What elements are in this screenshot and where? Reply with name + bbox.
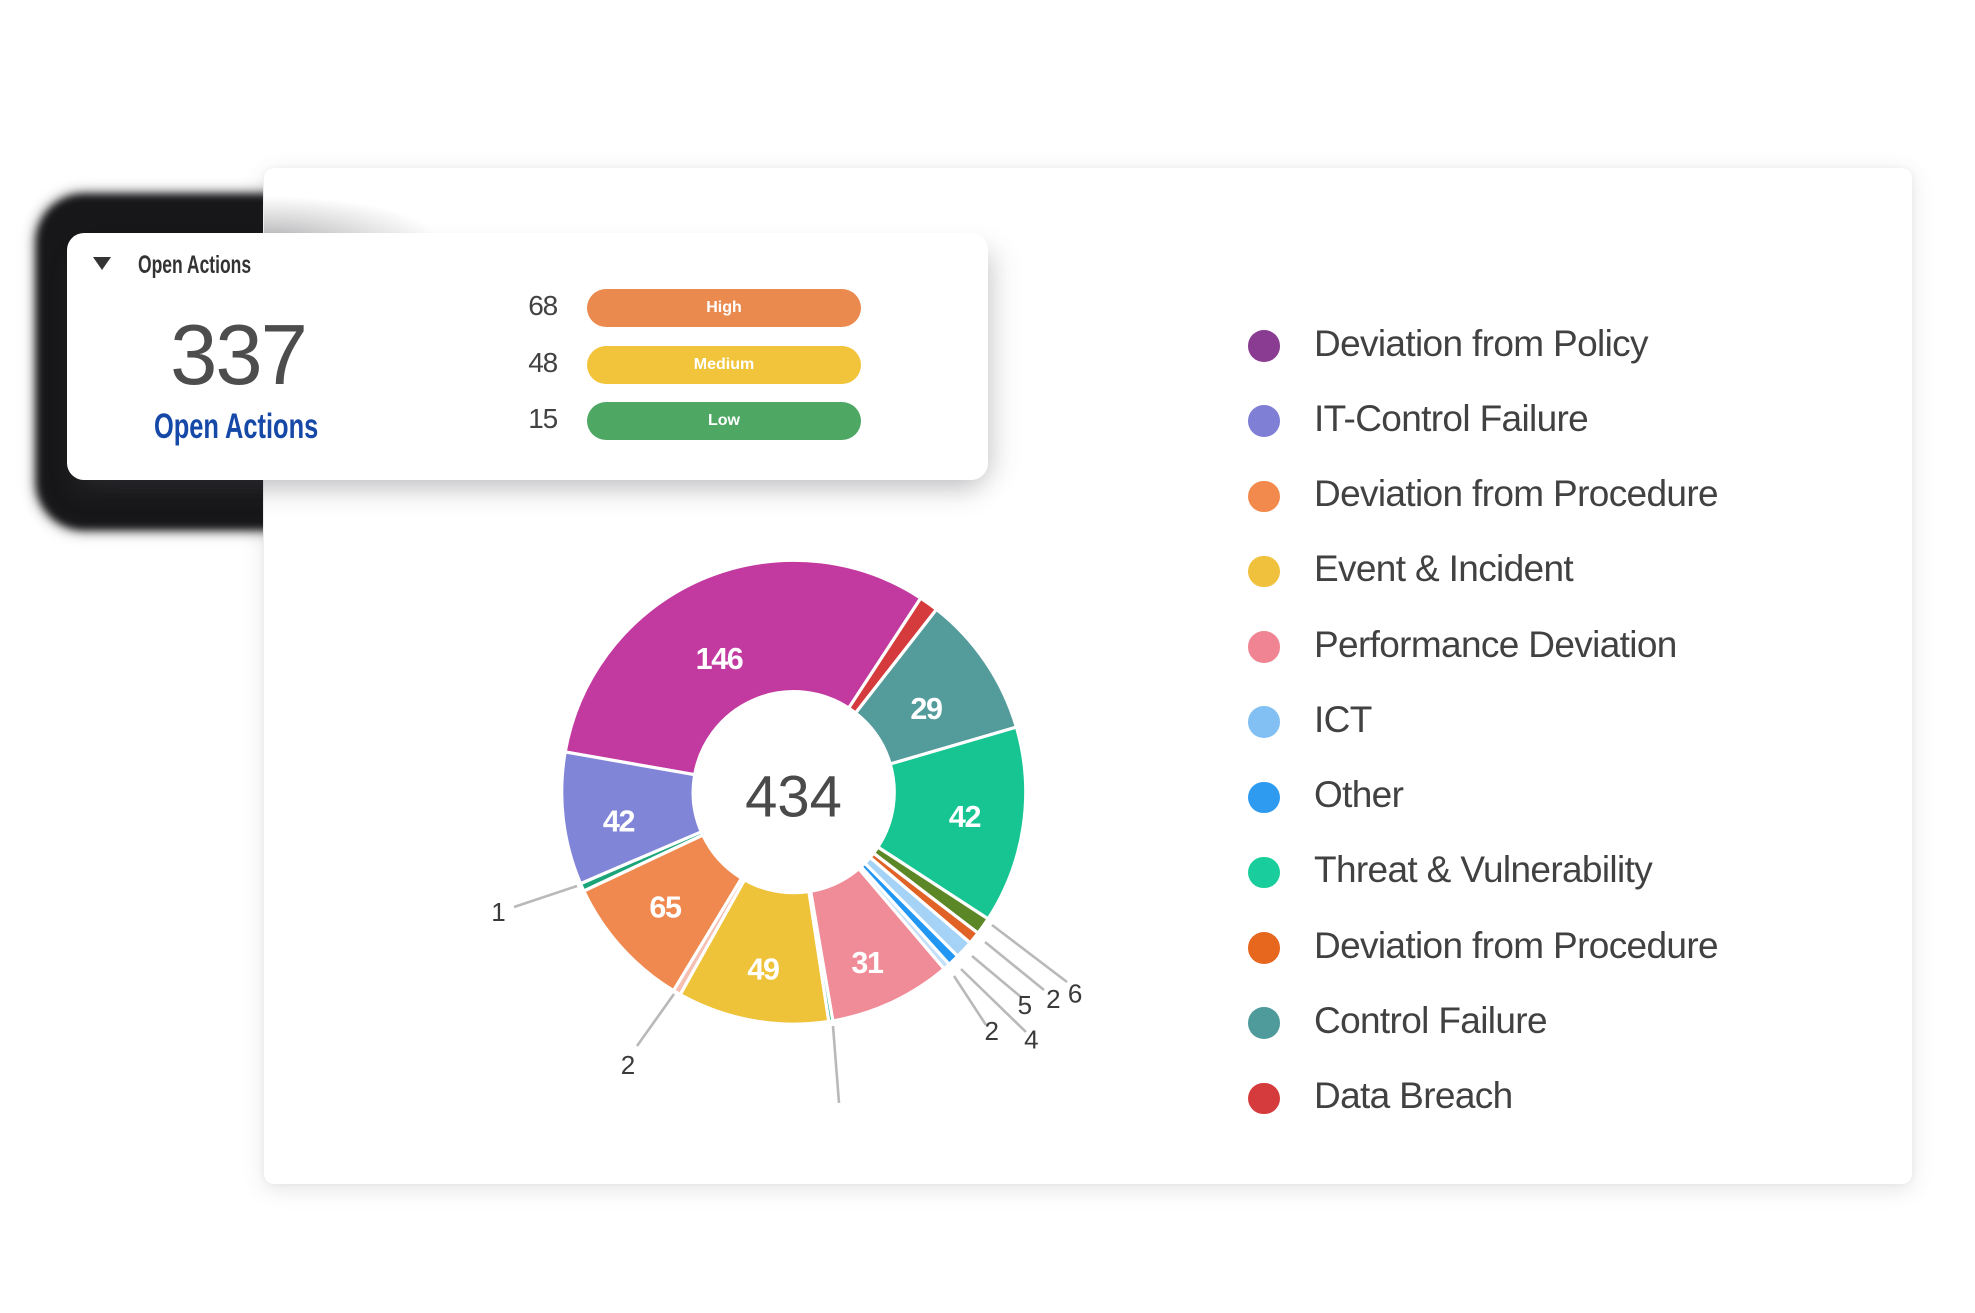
svg-text:146: 146: [696, 642, 743, 676]
svg-text:2: 2: [1046, 984, 1060, 1014]
svg-text:2: 2: [984, 1016, 998, 1046]
svg-text:5: 5: [1018, 990, 1032, 1020]
svg-text:29: 29: [910, 692, 942, 726]
svg-text:2: 2: [621, 1050, 635, 1080]
svg-text:42: 42: [949, 800, 981, 834]
svg-text:49: 49: [747, 953, 779, 987]
svg-text:434: 434: [745, 765, 842, 830]
svg-text:6: 6: [1068, 979, 1082, 1009]
svg-text:31: 31: [851, 946, 884, 980]
svg-text:42: 42: [603, 805, 635, 839]
svg-text:1: 1: [491, 897, 505, 927]
svg-text:4: 4: [1024, 1024, 1038, 1054]
svg-text:65: 65: [649, 891, 682, 925]
